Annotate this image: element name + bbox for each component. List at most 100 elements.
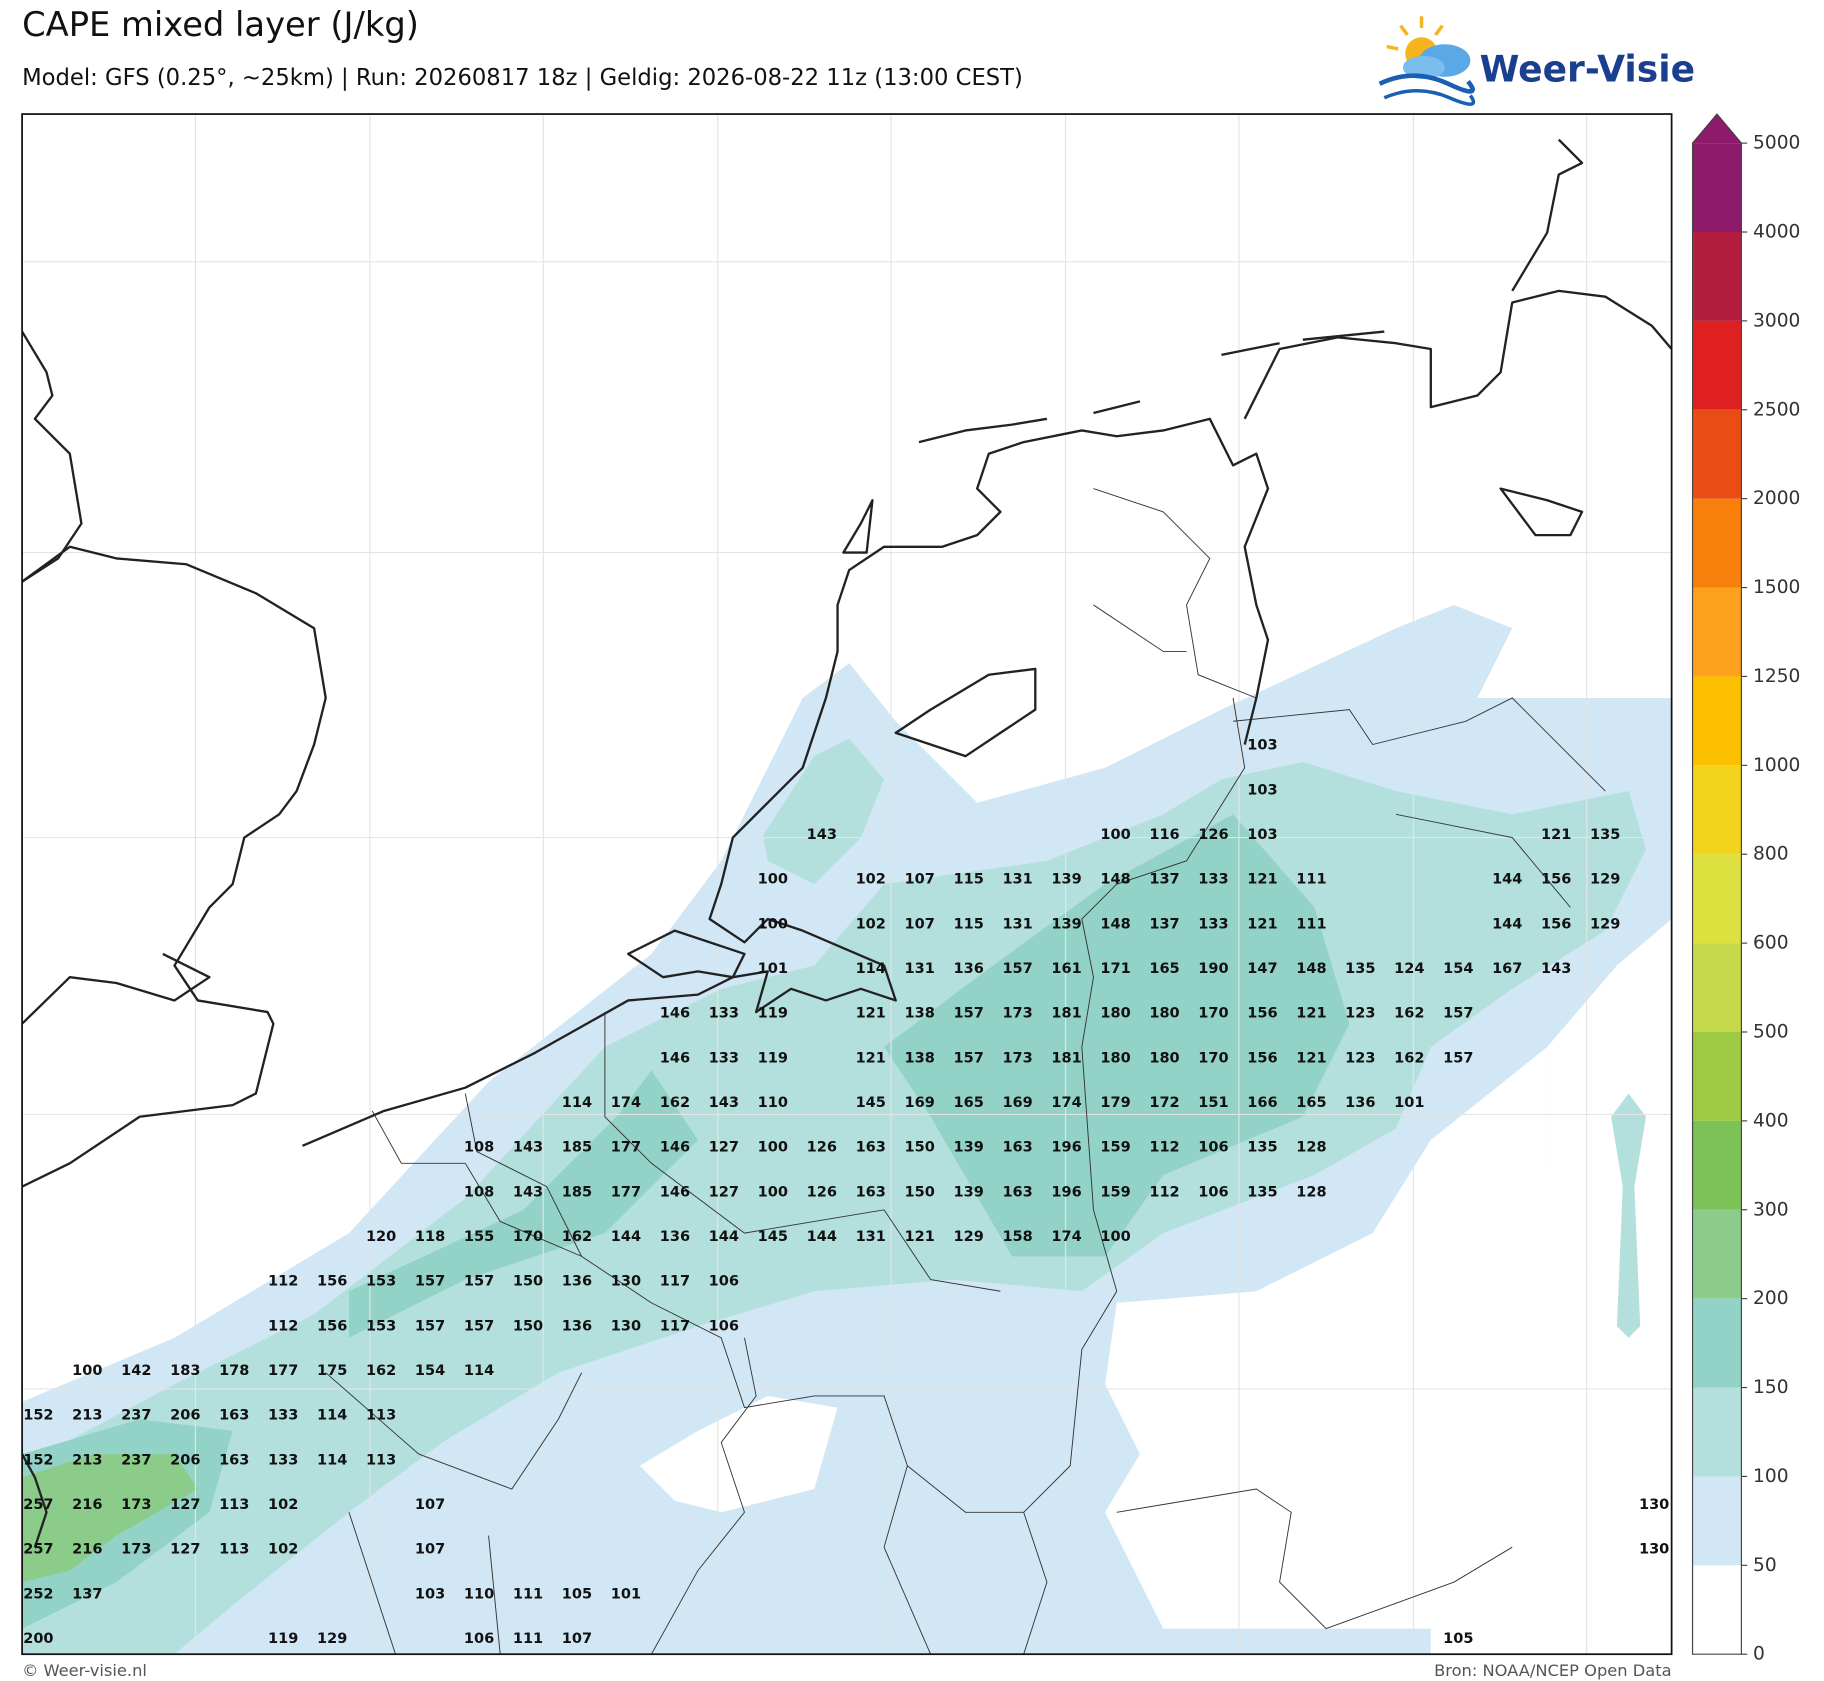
cape-value: 129 — [953, 1229, 983, 1245]
cape-value: 114 — [562, 1095, 592, 1111]
colorbar-bin — [1692, 943, 1742, 1032]
cape-value: 137 — [1149, 872, 1179, 888]
cape-value: 161 — [1051, 961, 1081, 977]
cape-value: 133 — [1198, 916, 1228, 932]
cape-value: 143 — [513, 1184, 543, 1200]
cape-value: 144 — [807, 1229, 837, 1245]
cape-value: 185 — [562, 1184, 592, 1200]
colorbar-tick-label: 300 — [1753, 1199, 1789, 1220]
cape-value: 135 — [1247, 1140, 1277, 1156]
cape-value: 165 — [1149, 961, 1179, 977]
cape-value: 173 — [1002, 1006, 1032, 1022]
cape-value: 111 — [1296, 916, 1326, 932]
cape-value: 159 — [1100, 1184, 1130, 1200]
cape-value: 139 — [953, 1184, 983, 1200]
cape-value: 144 — [611, 1229, 641, 1245]
cape-value: 138 — [905, 1050, 935, 1066]
cape-value: 123 — [1345, 1050, 1375, 1066]
cape-value: 162 — [1394, 1050, 1424, 1066]
grid — [22, 114, 1672, 1655]
cape-value: 157 — [464, 1274, 494, 1290]
colorbar-bin — [1692, 232, 1742, 321]
cape-value: 101 — [611, 1586, 641, 1602]
cape-value: 156 — [1541, 916, 1571, 932]
cape-value: 110 — [758, 1095, 788, 1111]
cape-value: 166 — [1247, 1095, 1277, 1111]
cape-value: 177 — [611, 1184, 641, 1200]
logo: Weer-Visie — [1378, 16, 1695, 106]
cape-value: 157 — [415, 1274, 445, 1290]
cape-value: 152 — [23, 1452, 53, 1468]
cape-value: 100 — [758, 1140, 788, 1156]
cape-150-200 — [348, 1070, 698, 1338]
cape-value: 135 — [1247, 1184, 1277, 1200]
cape-value: 112 — [268, 1274, 298, 1290]
cape-value: 114 — [317, 1452, 347, 1468]
cape-value: 136 — [562, 1318, 592, 1334]
colorbar-tick-label: 400 — [1753, 1110, 1789, 1131]
cape-value: 148 — [1296, 961, 1326, 977]
cape-value: 162 — [660, 1095, 690, 1111]
logo-text: Weer-Visie — [1480, 48, 1695, 90]
cape-value: 179 — [1100, 1095, 1130, 1111]
colorbar-bin — [1692, 1298, 1742, 1388]
cape-value: 108 — [464, 1140, 494, 1156]
cape-value: 128 — [1296, 1184, 1326, 1200]
cape-value: 111 — [1296, 872, 1326, 888]
cape-value: 163 — [1002, 1184, 1032, 1200]
cape-value: 106 — [1198, 1184, 1228, 1200]
cape-value: 153 — [366, 1318, 396, 1334]
cape-value: 190 — [1198, 961, 1228, 977]
cape-value: 121 — [1247, 872, 1277, 888]
cape-value: 107 — [415, 1497, 445, 1513]
colorbar-tick-label: 1250 — [1753, 666, 1800, 687]
colorbar-bin — [1692, 676, 1742, 766]
cape-value: 159 — [1100, 1140, 1130, 1156]
cape-value: 102 — [268, 1542, 298, 1558]
cape-below-50 — [639, 1395, 838, 1513]
cape-value: 103 — [1247, 738, 1277, 754]
cape-value: 121 — [856, 1050, 886, 1066]
colorbar-bin — [1692, 1387, 1742, 1477]
cape-value: 113 — [366, 1452, 396, 1468]
cape-value: 117 — [660, 1318, 690, 1334]
cape-value: 143 — [807, 827, 837, 843]
cape-value: 237 — [121, 1452, 151, 1468]
cape-value: 213 — [72, 1408, 102, 1424]
colorbar-bin — [1692, 1031, 1742, 1121]
cape-value: 144 — [1492, 872, 1522, 888]
cape-value: 121 — [1247, 916, 1277, 932]
cape-value: 185 — [562, 1140, 592, 1156]
colorbar-tick-label: 2000 — [1753, 488, 1800, 509]
cape-value: 147 — [1247, 961, 1277, 977]
cape-value: 177 — [268, 1363, 298, 1379]
cape-value: 169 — [1002, 1095, 1032, 1111]
cape-value: 119 — [758, 1006, 788, 1022]
cape-value: 105 — [562, 1586, 592, 1602]
cape-value: 111 — [513, 1586, 543, 1602]
cape-value: 103 — [415, 1586, 445, 1602]
cape-value: 171 — [1100, 961, 1130, 977]
cape-value: 114 — [856, 961, 886, 977]
cape-value: 107 — [562, 1631, 592, 1647]
cape-value: 114 — [317, 1408, 347, 1424]
cape-value: 142 — [121, 1363, 151, 1379]
cape-value: 163 — [856, 1184, 886, 1200]
cape-value: 102 — [268, 1497, 298, 1513]
cape-value: 148 — [1100, 872, 1130, 888]
colorbar-tick-label: 500 — [1753, 1021, 1789, 1042]
cape-value: 157 — [1443, 1050, 1473, 1066]
cape-value: 127 — [709, 1140, 739, 1156]
cape-value: 177 — [611, 1140, 641, 1156]
cape-value: 117 — [660, 1274, 690, 1290]
colorbar-tick-label: 0 — [1753, 1644, 1765, 1665]
cape-labels: 103 103 143 100 116 126 103 121 135 100 102 107 115 1… — [23, 738, 1669, 1647]
cape-value: 180 — [1149, 1006, 1179, 1022]
cape-value: 163 — [219, 1408, 249, 1424]
cape-value: 133 — [268, 1452, 298, 1468]
cape-value: 180 — [1100, 1050, 1130, 1066]
cape-value: 128 — [1296, 1140, 1326, 1156]
cape-value: 146 — [660, 1050, 690, 1066]
cape-value: 252 — [23, 1586, 53, 1602]
